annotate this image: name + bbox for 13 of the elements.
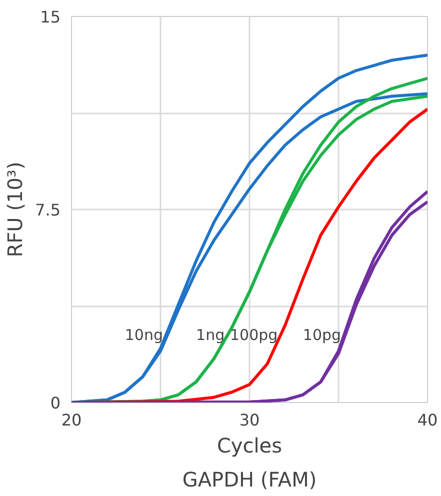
y-tick-label: 0 — [50, 394, 61, 412]
series-label: 10pg — [302, 326, 342, 344]
text: GAPDH (FAM) — [182, 468, 317, 492]
x-tick-label: 20 — [61, 410, 82, 430]
series-label: 10ng — [124, 326, 164, 344]
x-axis-title: Cycles — [216, 434, 282, 458]
series-label: 1ng — [196, 326, 225, 344]
y-axis-title: RFU (10³) — [3, 162, 28, 258]
y-tick-label: 15 — [40, 8, 60, 26]
x-tick-label: 40 — [417, 410, 438, 430]
y-tick-label: 7.5 — [35, 200, 61, 220]
x-tick-label: 30 — [239, 410, 260, 430]
series-label: 100pg — [230, 326, 278, 344]
